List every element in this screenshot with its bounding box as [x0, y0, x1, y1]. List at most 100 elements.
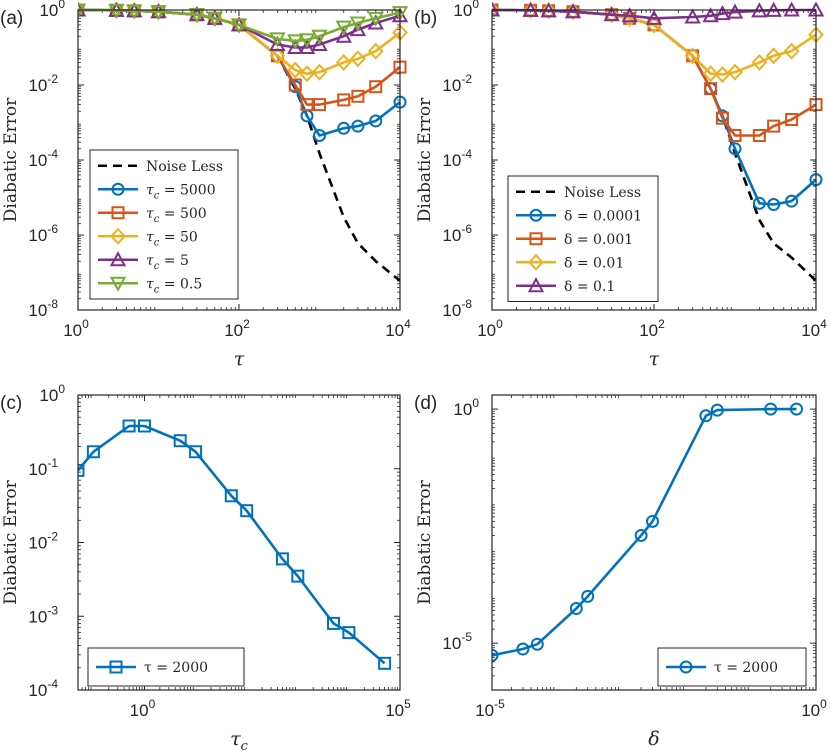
data-point: [122, 419, 136, 433]
x-tick-label: 100: [801, 697, 827, 720]
data-point: [391, 6, 408, 22]
data-point: [269, 47, 286, 65]
data-point: [783, 42, 800, 60]
series-0: [78, 419, 392, 670]
legend-label: Noise Less: [146, 159, 223, 175]
data-point: [269, 32, 286, 48]
legend-box: [89, 149, 239, 300]
series-line: [78, 8, 401, 43]
data-point: [646, 514, 660, 528]
y-axis-label: Diabatic Error: [415, 479, 435, 604]
y-tick-label: 100: [453, 396, 479, 419]
data-point: [299, 65, 315, 83]
panel-label: (b): [414, 8, 437, 29]
minor-ticks: [492, 394, 816, 690]
data-point: [728, 142, 742, 156]
data-point: [275, 552, 289, 566]
x-tick-label: 104: [385, 317, 411, 340]
data-point: [752, 196, 766, 210]
legend-marker: [111, 206, 125, 220]
y-tick-label: 10-8: [442, 297, 472, 320]
series-0: [492, 402, 803, 662]
data-point: [337, 93, 351, 107]
y-tick-label: 100: [39, 0, 65, 20]
legend: Noise Less τc = 5000 τc = 500 τc = 50 τc = 5…: [89, 149, 239, 300]
legend-marker: [110, 227, 126, 245]
y-axis-label: Diabatic Error: [415, 97, 435, 222]
data-point: [287, 38, 304, 54]
data-point: [206, 11, 223, 27]
legend-label: τc = 50: [146, 229, 198, 248]
data-point: [287, 61, 304, 79]
y-tick-label: 10-3: [28, 603, 58, 626]
data-point: [188, 8, 206, 24]
panel-0: (a) 100 102 104 10-8 10-6 10-4 10-2 100 τ Diabatic…: [0, 0, 411, 370]
data-point: [702, 65, 719, 83]
data-point: [727, 63, 743, 81]
x-tick-label: 100: [130, 697, 156, 720]
legend: τ = 2000: [87, 647, 245, 687]
data-point: [298, 33, 316, 49]
data-point: [603, 6, 620, 22]
legend-marker: [679, 660, 693, 674]
data-point: [565, 3, 581, 21]
data-point: [564, 3, 582, 19]
data-point: [646, 16, 662, 34]
data-point: [350, 50, 366, 68]
data-point: [189, 445, 203, 459]
data-point: [335, 53, 352, 71]
series-line: [78, 8, 401, 137]
data-point: [351, 89, 365, 103]
data-point: [789, 402, 803, 416]
x-tick-label: 100: [477, 317, 503, 340]
series-line: [492, 8, 817, 206]
legend-marker: [529, 208, 543, 222]
data-point: [785, 113, 799, 127]
data-point: [298, 38, 316, 54]
data-point: [327, 616, 341, 630]
data-point: [714, 66, 731, 84]
data-point: [710, 403, 724, 417]
panel-3: (d) 10-5 100 10-5 100 δ Diabatic Error τ = 2000: [414, 393, 827, 750]
plot-frame: [491, 9, 817, 311]
x-tick-label: 102: [639, 317, 665, 340]
data-point: [752, 129, 766, 143]
x-tick-label: 104: [801, 317, 827, 340]
data-point: [86, 445, 100, 459]
y-axis-label: Diabatic Error: [1, 479, 21, 604]
panel-label: (c): [0, 393, 22, 414]
data-point: [137, 419, 151, 433]
legend: Noise Less δ = 0.0001 δ = 0.001 δ = 0.01 δ =…: [507, 175, 659, 302]
legend-marker: [111, 182, 125, 196]
data-point: [351, 119, 365, 133]
legend-marker: [109, 660, 123, 674]
data-point: [230, 18, 248, 34]
data-point: [492, 2, 500, 19]
x-axis-label: δ: [648, 728, 659, 750]
data-point: [291, 569, 305, 583]
legend-marker: [527, 277, 545, 293]
data-point: [367, 42, 384, 60]
data-point: [603, 6, 620, 24]
y-tick-label: 10-5: [442, 630, 472, 653]
legend-label: τc = 0.5: [146, 276, 202, 295]
legend-label: δ = 0.001: [564, 232, 633, 248]
data-point: [751, 53, 768, 71]
data-point: [715, 111, 729, 125]
data-point: [516, 642, 530, 656]
data-point: [785, 194, 799, 208]
data-point: [108, 3, 125, 19]
data-point: [126, 4, 143, 20]
y-axis-label: Diabatic Error: [1, 97, 21, 222]
data-point: [492, 648, 499, 662]
y-tick-label: 10-4: [28, 147, 58, 170]
data-point: [369, 114, 383, 128]
data-point: [767, 198, 781, 212]
data-point: [621, 7, 638, 23]
x-tick-label: 102: [224, 317, 250, 340]
data-point: [342, 626, 356, 640]
series-line: [78, 424, 386, 665]
y-tick-label: 10-2: [28, 72, 58, 95]
legend-marker: [109, 276, 127, 292]
legend: τ = 2000: [657, 647, 807, 687]
